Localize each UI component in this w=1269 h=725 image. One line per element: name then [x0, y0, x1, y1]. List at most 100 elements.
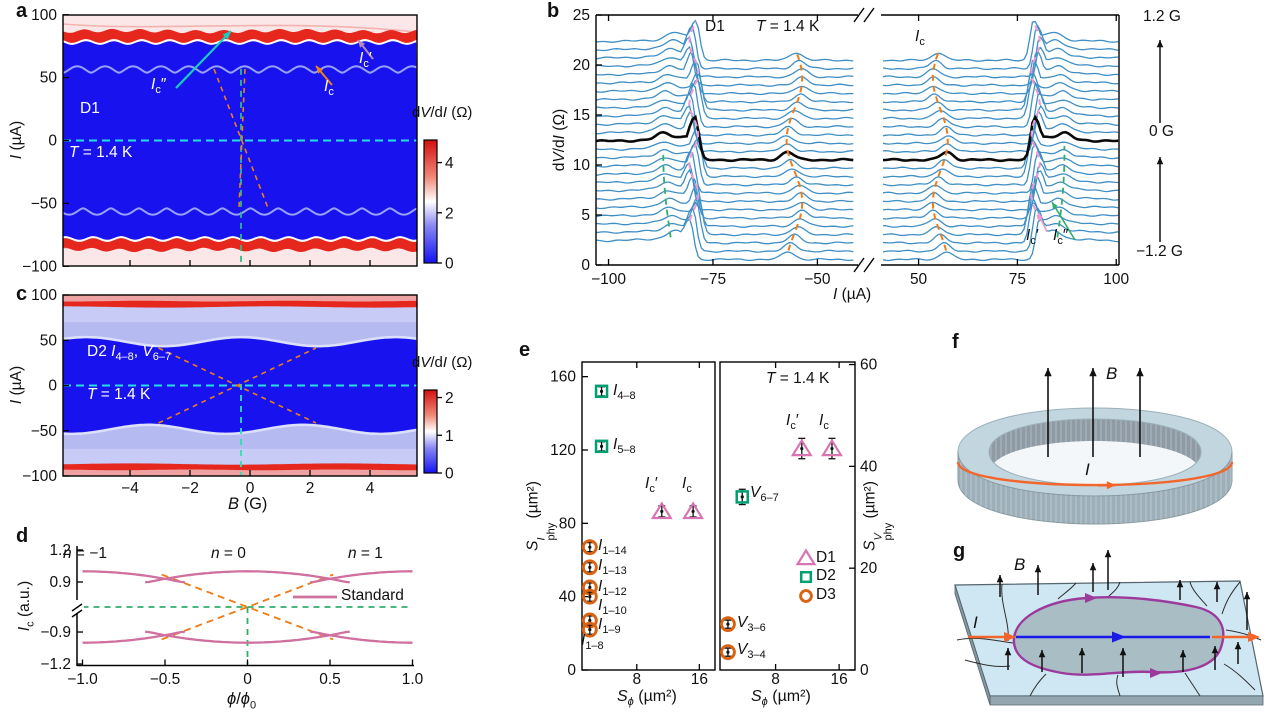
panel-letter-d: d — [16, 525, 29, 547]
svg-text:50: 50 — [40, 332, 58, 349]
b-field-bottom-label: −1.2 G — [1136, 243, 1183, 260]
svg-text:−50: −50 — [31, 195, 58, 212]
d-lobe-label-n-1: n = 1 — [348, 545, 383, 562]
e-point-label-i114: I1–14 — [598, 537, 627, 558]
d-x-axis-label: ϕ/ϕ0 — [227, 690, 257, 712]
b-x-axis-label: I (µA) — [833, 286, 872, 303]
f-current-label: I — [1085, 460, 1090, 479]
e-point-label-ic1-right: Ic′ — [786, 412, 799, 433]
a-colorbar-label: dV/dI (Ω) — [412, 104, 473, 121]
e-legend-d3: D3 — [816, 586, 836, 603]
c-x-axis-label: B (G) — [228, 495, 268, 513]
panel-letter-e: e — [519, 339, 531, 361]
svg-text:0.9: 0.9 — [49, 574, 71, 591]
svg-text:50: 50 — [40, 70, 58, 87]
e-point-label-i48: I4–8 — [613, 382, 636, 403]
svg-text:16: 16 — [830, 671, 847, 688]
d-lobe-label-n-minus1: n = −1 — [63, 545, 107, 562]
e-point-label-i110: I1–10 — [598, 597, 627, 618]
svg-text:0: 0 — [445, 466, 454, 483]
a-device-label: D1 — [80, 100, 100, 117]
svg-text:16: 16 — [691, 671, 708, 688]
a-temperature-label: T = 1.4 K — [69, 144, 133, 161]
svg-text:25: 25 — [573, 7, 590, 24]
a-ic2-annotation: Ic″ — [151, 76, 167, 97]
svg-text:1.2: 1.2 — [49, 542, 71, 559]
e-point-label-ic1-left: Ic′ — [645, 475, 658, 496]
svg-text:100: 100 — [31, 7, 57, 24]
svg-text:0: 0 — [860, 662, 869, 679]
svg-text:0: 0 — [445, 256, 454, 273]
b-field-top-label: 1.2 G — [1143, 8, 1181, 25]
svg-text:100: 100 — [31, 287, 57, 304]
svg-text:2: 2 — [306, 480, 315, 497]
b-ic-annotation: Ic — [915, 28, 925, 49]
svg-text:40: 40 — [860, 458, 878, 475]
svg-text:−2: −2 — [181, 480, 199, 497]
svg-text:0: 0 — [567, 662, 576, 679]
e-right-x-axis-label: Sϕ (µm²) — [751, 688, 811, 709]
a-ic-annotation: Ic — [324, 78, 334, 99]
svg-text:−50: −50 — [31, 423, 58, 440]
b-field-mid-label: 0 G — [1149, 123, 1174, 140]
svg-text:8: 8 — [632, 671, 641, 688]
svg-text:60: 60 — [860, 357, 878, 374]
c-device-label: D2 I4–8, V6–7 — [87, 343, 172, 364]
svg-text:−75: −75 — [700, 271, 726, 288]
e-point-label-i113: I1–13 — [598, 557, 627, 578]
svg-text:−100: −100 — [591, 271, 626, 288]
b-device-label: D1 — [705, 18, 725, 35]
svg-text:40: 40 — [559, 589, 577, 606]
panel-letter-a: a — [16, 0, 28, 22]
d-legend-standard: Standard — [341, 587, 404, 604]
e-point-label-v36: V3–6 — [737, 614, 766, 635]
svg-text:20: 20 — [860, 560, 878, 577]
d-lobe-label-n-0: n = 0 — [211, 545, 246, 562]
svg-text:2: 2 — [445, 390, 454, 407]
b-temperature-label: T = 1.4 K — [756, 18, 820, 35]
svg-text:−0.9: −0.9 — [40, 624, 71, 641]
svg-text:−4: −4 — [121, 480, 139, 497]
e-point-label-v34: V3–4 — [737, 641, 766, 662]
svg-text:10: 10 — [573, 157, 591, 174]
panel-letter-c: c — [16, 283, 28, 305]
svg-text:50: 50 — [910, 271, 928, 288]
d-y-axis-label: Ic (a.u.) — [16, 580, 37, 632]
e-point-label-i112: I1–12 — [598, 578, 627, 599]
g-current-label: I — [973, 613, 978, 632]
svg-text:120: 120 — [550, 442, 576, 459]
g-field-label: B — [1014, 555, 1026, 574]
svg-text:0: 0 — [246, 480, 255, 497]
svg-text:2: 2 — [445, 205, 454, 222]
svg-text:15: 15 — [573, 107, 590, 124]
e-point-label-i18: I1–8 — [581, 632, 604, 653]
svg-text:−1.2: −1.2 — [40, 656, 71, 673]
e-temperature-label: T = 1.4 K — [766, 370, 830, 387]
svg-text:100: 100 — [1103, 271, 1129, 288]
svg-text:−0.5: −0.5 — [150, 671, 181, 688]
b-y-axis-label: dV/dI (Ω) — [550, 108, 568, 172]
svg-text:0.5: 0.5 — [319, 671, 341, 688]
a-ic1-annotation: Ic′ — [359, 50, 372, 71]
e-point-label-ic-right: Ic — [819, 412, 829, 433]
svg-text:4: 4 — [366, 480, 375, 497]
f-field-label: B — [1106, 364, 1118, 383]
svg-text:−50: −50 — [804, 271, 831, 288]
svg-text:−1.0: −1.0 — [67, 671, 98, 688]
svg-text:0: 0 — [581, 257, 590, 274]
svg-text:80: 80 — [559, 515, 577, 532]
e-point-label-ic-left: Ic — [682, 475, 692, 496]
panel-letter-f: f — [952, 331, 959, 353]
svg-text:4: 4 — [445, 155, 454, 172]
e-point-label-v67: V6–7 — [750, 484, 779, 505]
svg-text:8: 8 — [771, 671, 780, 688]
svg-text:0: 0 — [48, 378, 57, 395]
svg-text:−100: −100 — [22, 258, 57, 275]
panel-letter-b: b — [547, 0, 560, 22]
e-legend-d2: D2 — [816, 567, 836, 584]
svg-text:0: 0 — [243, 671, 252, 688]
b-ic1-annotation: Ic′ — [1026, 227, 1039, 248]
